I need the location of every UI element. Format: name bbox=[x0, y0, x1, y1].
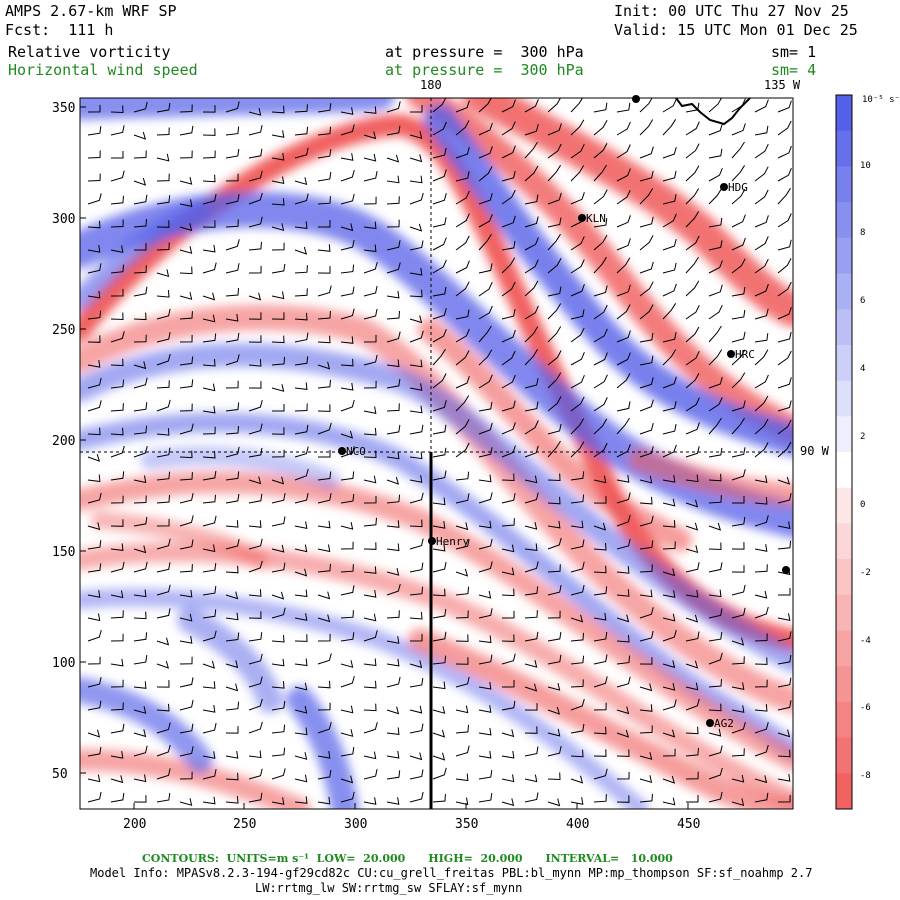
x-tick-label: 250 bbox=[233, 817, 256, 832]
meridian-label: 180 bbox=[420, 78, 442, 92]
colorbar-swatch bbox=[836, 130, 852, 167]
colorbar-swatch bbox=[836, 237, 852, 274]
model-info-physics: LW:rrtmg_lw SW:rrtmg_sw SFLAY:sf_mynn bbox=[255, 881, 523, 895]
colorbar-swatch bbox=[836, 666, 852, 703]
y-tick-label: 350 bbox=[52, 101, 75, 116]
y-tick-label: 300 bbox=[52, 212, 75, 227]
y-tick-label: 150 bbox=[52, 545, 75, 560]
colorbar-swatch bbox=[836, 559, 852, 596]
colorbar-swatch bbox=[836, 273, 852, 310]
map-axes: 200 250 300 350 400 450 350 300 250 200 150 100 50 bbox=[52, 101, 700, 832]
colorbar-tick-label: -2 bbox=[860, 568, 871, 578]
x-tick-label: 300 bbox=[344, 817, 367, 832]
colorbar-swatch bbox=[836, 630, 852, 667]
colorbar-unit: 10⁻⁵ s⁻¹ bbox=[862, 95, 900, 105]
colorbar-swatch bbox=[836, 95, 852, 132]
field2-smoothing: sm= 4 bbox=[771, 61, 817, 79]
field2-name: Horizontal wind speed bbox=[8, 61, 198, 79]
x-tick-label: 350 bbox=[455, 817, 478, 832]
station-marker bbox=[706, 719, 714, 727]
x-tick-label: 400 bbox=[566, 817, 589, 832]
colorbar-tick-label: 2 bbox=[860, 432, 865, 442]
colorbar-swatch bbox=[836, 309, 852, 346]
colorbar-swatch bbox=[836, 452, 852, 489]
wind-barbs bbox=[87, 98, 792, 807]
station-label: NCO bbox=[346, 445, 366, 458]
lat-label: 90 W bbox=[800, 444, 830, 458]
station-marker bbox=[428, 537, 436, 545]
field1-smoothing: sm= 1 bbox=[771, 43, 817, 61]
colorbar-tick-label: 6 bbox=[860, 296, 865, 306]
colorbar-swatch bbox=[836, 166, 852, 203]
colorbar-frame bbox=[835, 94, 853, 810]
coastline bbox=[675, 98, 751, 126]
init-time: Init: 00 UTC Thu 27 Nov 25 bbox=[614, 2, 849, 20]
station-marker bbox=[578, 214, 586, 222]
colorbar-swatch bbox=[836, 344, 852, 382]
colorbar: 10 8 6 4 2 0 -2 -4 -6 -8 bbox=[835, 94, 871, 810]
field1-level: at pressure = 300 hPa bbox=[385, 43, 584, 61]
valid-time: Valid: 15 UTC Mon 01 Dec 25 bbox=[614, 21, 858, 39]
y-tick-label: 250 bbox=[52, 323, 75, 338]
colorbar-swatch bbox=[836, 416, 852, 453]
station-marker bbox=[727, 350, 735, 358]
lon-label: 135 W bbox=[764, 78, 801, 92]
field2-level: at pressure = 300 hPa bbox=[385, 61, 584, 79]
station-label: HDG bbox=[728, 181, 748, 194]
colorbar-swatch bbox=[836, 594, 852, 631]
stations: NCO Henry KLN HDG HRC AG2 bbox=[338, 95, 790, 730]
colorbar-swatch bbox=[836, 523, 852, 560]
field1-name: Relative vorticity bbox=[8, 43, 171, 61]
colorbar-tick-label: -4 bbox=[860, 636, 871, 646]
colorbar-tick-label: 0 bbox=[860, 500, 865, 510]
model-title: AMPS 2.67-km WRF SP bbox=[5, 2, 177, 20]
station-marker bbox=[338, 447, 346, 455]
forecast-hour: Fcst: 111 h bbox=[5, 21, 114, 39]
y-tick-label: 50 bbox=[52, 767, 68, 782]
colorbar-swatch bbox=[836, 737, 852, 774]
station-label: AG2 bbox=[714, 717, 734, 730]
station-label: HRC bbox=[735, 348, 755, 361]
contours-info: CONTOURS: UNITS=m s⁻¹ LOW= 20.000 HIGH= … bbox=[142, 852, 673, 865]
colorbar-tick-label: -8 bbox=[860, 771, 871, 781]
colorbar-swatch bbox=[836, 773, 852, 810]
colorbar-tick-label: 4 bbox=[860, 364, 865, 374]
model-info: Model Info: MPASv8.2.3-194-gf29cd82c CU:… bbox=[90, 866, 813, 880]
colorbar-swatch bbox=[836, 380, 852, 417]
colorbar-swatch bbox=[836, 701, 852, 739]
station-marker bbox=[782, 566, 790, 574]
map-frame bbox=[79, 97, 794, 810]
colorbar-tick-label: 8 bbox=[860, 228, 865, 238]
station-marker bbox=[632, 95, 640, 103]
y-tick-label: 200 bbox=[52, 434, 75, 449]
station-label: KLN bbox=[586, 212, 606, 225]
colorbar-swatch bbox=[836, 202, 852, 239]
x-tick-label: 200 bbox=[123, 817, 146, 832]
colorbar-tick-label: -6 bbox=[860, 703, 871, 713]
y-tick-label: 100 bbox=[52, 656, 75, 671]
station-marker bbox=[720, 183, 728, 191]
station-label: Henry bbox=[436, 535, 469, 548]
colorbar-tick-label: 10 bbox=[860, 161, 871, 171]
x-tick-label: 450 bbox=[677, 817, 700, 832]
colorbar-swatch bbox=[836, 487, 852, 524]
